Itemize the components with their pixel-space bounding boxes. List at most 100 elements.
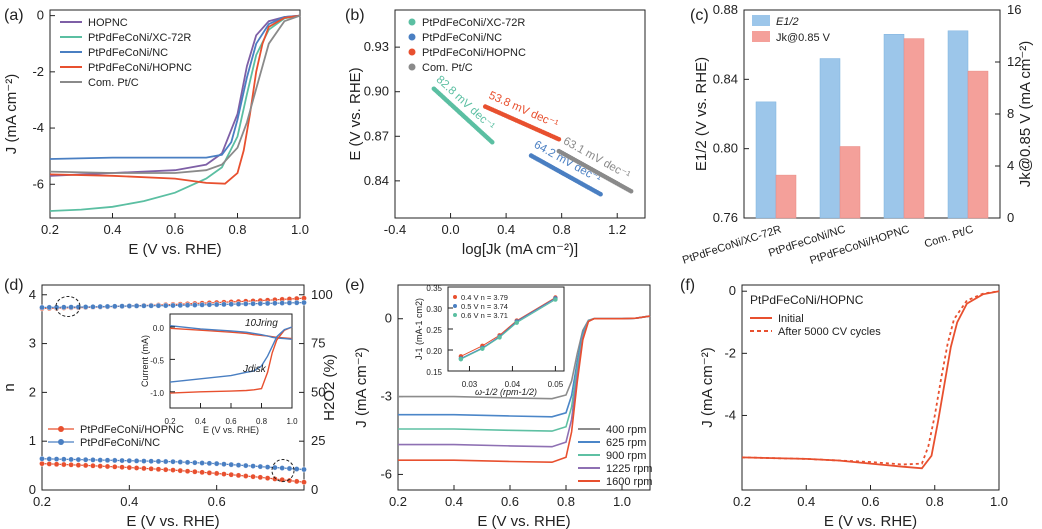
data-point-nc — [155, 302, 162, 309]
data-point-hop — [68, 462, 74, 468]
data-point-nc — [192, 302, 198, 308]
data-point-hop — [264, 475, 271, 481]
series-line-ptc — [49, 14, 301, 174]
y-tick-label: 16 — [1007, 2, 1021, 17]
panel-label: (b) — [345, 7, 365, 24]
y-axis-label: Jk@0.85 V (mA cm⁻²) — [1017, 41, 1034, 188]
x-tick-label: 0.05 — [548, 380, 564, 389]
data-point-hop — [119, 464, 125, 470]
legend-a-2-label: PtPdFeCoNi/NC — [88, 47, 168, 59]
data-point-nc — [155, 458, 162, 465]
data-point-nc — [242, 462, 249, 469]
data-point-hop — [213, 470, 220, 477]
legend-b-1-label: PtPdFeCoNi/NC — [422, 32, 502, 44]
data-point-xc — [489, 139, 495, 145]
data-point-nc — [250, 300, 256, 307]
y-axis-label: n — [1, 383, 18, 391]
inset-legend-0-label: 0.4 V n = 3.79 — [461, 293, 508, 302]
x-tick-label: 0.4 — [445, 494, 463, 509]
data-point-nc — [301, 466, 307, 473]
data-point-nc — [111, 457, 118, 464]
x-tick-label: 0.6 — [861, 494, 879, 509]
data-point-nc — [177, 459, 184, 465]
y-tick-label: 0 — [385, 311, 392, 326]
legend-c-0-label: E1/2 — [776, 16, 799, 28]
inset-x-label: E (V vs. RHE) — [203, 425, 259, 435]
x-tick-label: 0.8 — [228, 222, 246, 237]
data-point-nc — [148, 302, 154, 309]
data-point-nc — [228, 301, 235, 307]
y-tick-label: -6 — [32, 176, 44, 191]
inset-legend-1-label: 0.5 V n = 3.74 — [461, 302, 508, 311]
data-point-nc — [141, 303, 147, 309]
inset-y-label: Current (mA) — [140, 335, 150, 387]
inset-line-nc — [169, 325, 293, 340]
data-point-hop — [192, 468, 198, 475]
x-tick-label: 0.03 — [462, 380, 478, 389]
bar-jk — [839, 146, 861, 219]
inset-point-xc — [514, 320, 519, 325]
legend-c-1-label: Jk@0.85 V — [776, 32, 831, 44]
y-tick-label: -4 — [724, 407, 736, 422]
data-point-nc — [264, 464, 271, 470]
legend-b-2-swatch — [408, 48, 416, 56]
x-tick-label: 1.0 — [990, 494, 1008, 509]
data-point-nc — [97, 303, 104, 310]
bar-jk — [903, 38, 925, 219]
legend-a-1-label: PtPdFeCoNi/XC-72R — [88, 32, 191, 44]
x-axis-label: E (V vs. RHE) — [126, 513, 219, 529]
legend-e-0-label: 400 rpm — [606, 424, 646, 436]
plot-frame — [41, 284, 305, 491]
y-tick-label: 0.15 — [426, 368, 442, 377]
legend-f-0-label: Initial — [778, 313, 804, 325]
x-tick-label: 0.8 — [926, 494, 944, 509]
y-tick-label: 0.30 — [426, 305, 442, 314]
y-tick-label: 1 — [29, 433, 36, 448]
data-point-hop — [133, 465, 140, 471]
x-tick-label: 1.0 — [613, 494, 631, 509]
data-point-hop — [104, 463, 111, 470]
data-point-hop — [97, 463, 104, 469]
data-point-nc — [104, 457, 111, 464]
data-point-nc — [82, 304, 89, 310]
y-tick-label: 0.80 — [713, 141, 738, 156]
x-tick-label: 0.6 — [208, 494, 226, 509]
legend-c-0-swatch — [752, 15, 770, 26]
y-tick-label: 0.84 — [713, 71, 738, 86]
y-tick-label: 25 — [311, 433, 325, 448]
data-point-nc — [141, 458, 147, 464]
inset-line-nc — [169, 326, 293, 383]
legend-d-1-marker — [58, 439, 64, 445]
panel-c: (c) 0.76 0.80 0.84 0.88 0 4 8 12 16 PtPdFeCoNi/XC-… — [681, 2, 1034, 267]
legend-b-3-label: Com. Pt/C — [422, 62, 473, 74]
inset-point-xc — [480, 346, 485, 351]
panel-label: (a) — [4, 7, 24, 24]
x-tick-label: 0.8 — [553, 222, 571, 237]
data-point-nc — [46, 304, 53, 311]
data-point-nc — [90, 457, 96, 463]
panel-label: (e) — [345, 277, 365, 294]
data-point-hop — [293, 478, 300, 485]
x-tick-label: 0.2 — [164, 417, 176, 426]
data-point-hop — [162, 466, 169, 473]
y-tick-label: -4 — [32, 120, 44, 135]
panel-f: (f) 0.2 0.4 0.6 0.8 1.0 0 -2 -4 E (V vs. RHE) J (m… — [680, 277, 1008, 529]
y-tick-label: 0.0 — [153, 324, 165, 333]
inset-disk-label: Jdisk — [242, 364, 267, 375]
y-axis-label: E1/2 (V vs. RHE) — [693, 57, 710, 171]
y-tick-label: 0 — [29, 482, 36, 497]
inset-point-xc — [553, 297, 558, 302]
inset-frame — [447, 286, 565, 372]
y-tick-label: -3 — [380, 389, 392, 404]
y-tick-label: 0.93 — [364, 39, 389, 54]
x-tick-label: 0.6 — [166, 222, 184, 237]
x-tick-label: 0.04 — [505, 380, 521, 389]
data-point-nc — [126, 303, 133, 309]
data-point-nc — [199, 302, 205, 308]
inset-x-label: ω-1/2 (rpm-1/2) — [475, 387, 537, 397]
bar-e12 — [755, 101, 777, 219]
y-tick-label: 4 — [29, 287, 36, 302]
legend-d-0-marker — [58, 426, 64, 432]
y-axis-label: J (mA cm⁻²) — [3, 74, 20, 154]
data-point-nc — [82, 456, 89, 463]
